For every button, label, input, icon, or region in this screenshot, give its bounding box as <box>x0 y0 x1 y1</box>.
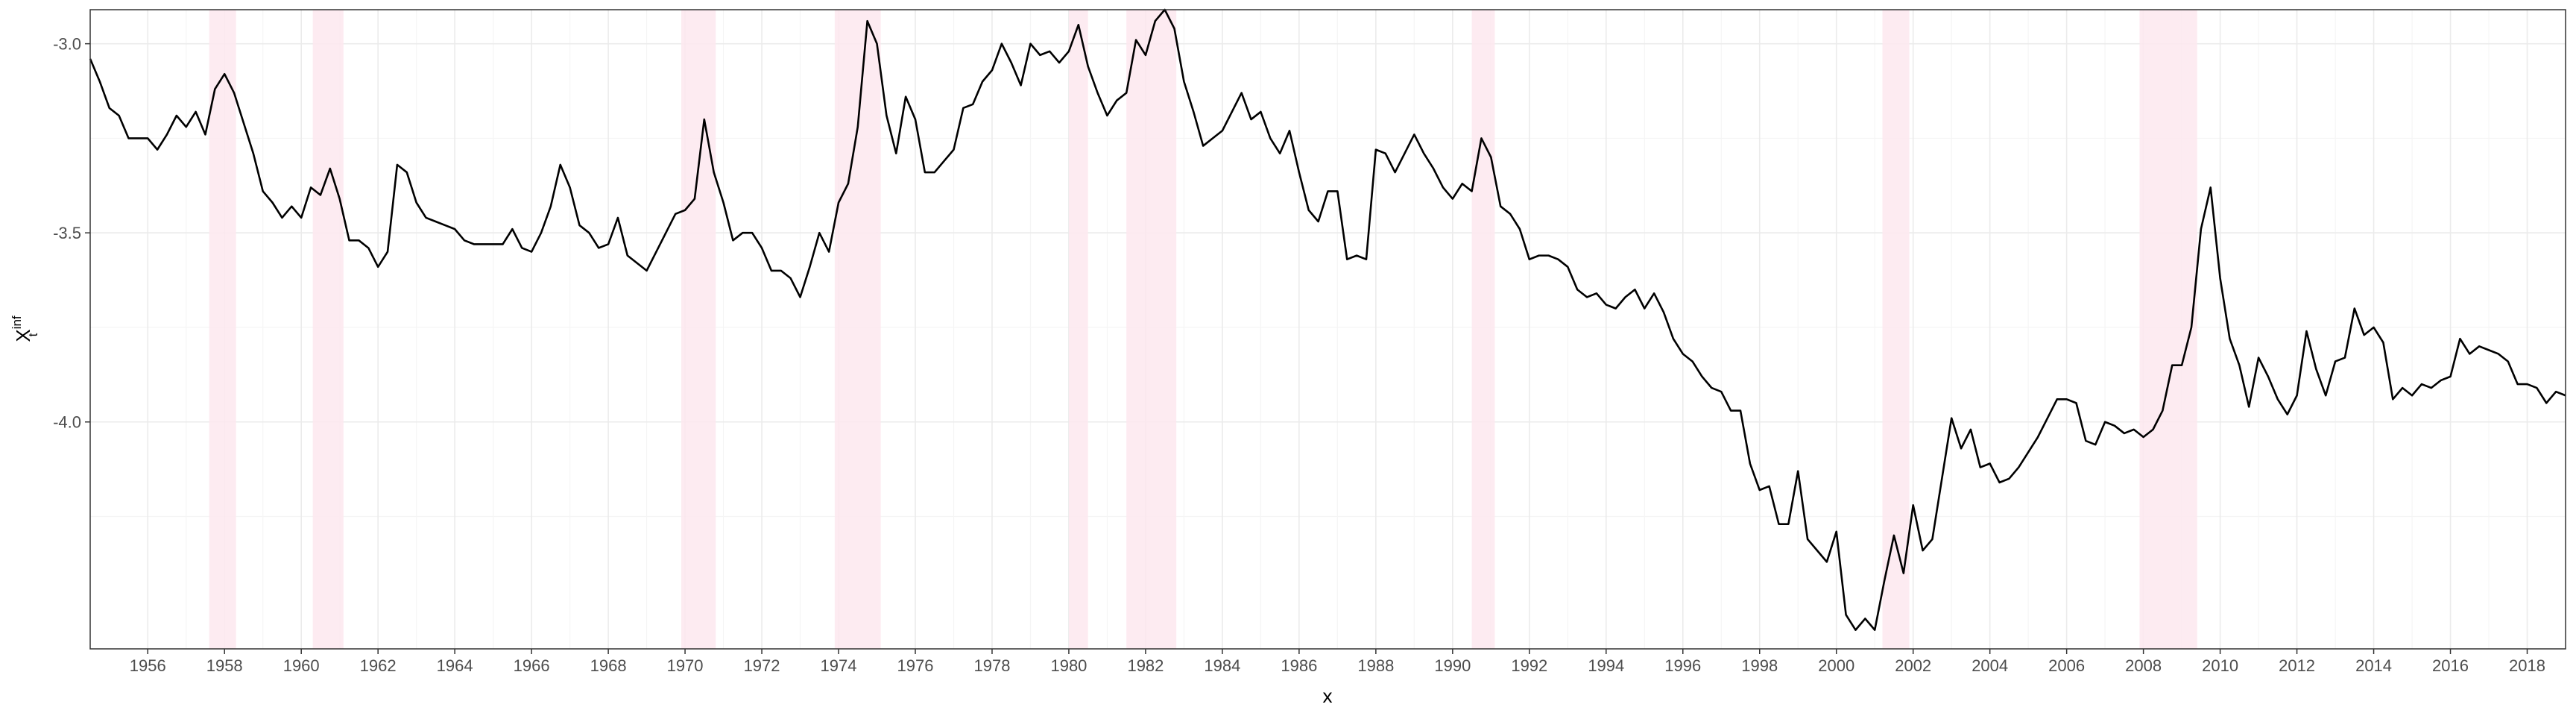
x-tick-label: 1972 <box>744 656 780 675</box>
x-tick-label: 1966 <box>514 656 550 675</box>
x-tick-label: 2004 <box>1972 656 2008 675</box>
x-tick-label: 2010 <box>2202 656 2238 675</box>
x-tick-label: 2000 <box>1818 656 1854 675</box>
x-axis: 1956 1958 1960 1962 1964 1966 1968 1970 1972 1974… <box>130 649 2545 675</box>
x-axis-title: x <box>1323 685 1333 707</box>
x-tick-label: 1994 <box>1588 656 1624 675</box>
x-tick-label: 1974 <box>821 656 857 675</box>
x-tick-label: 1964 <box>437 656 473 675</box>
x-tick-label: 1962 <box>360 656 397 675</box>
x-tick-label: 1968 <box>590 656 627 675</box>
y-tick-label: -3.5 <box>53 224 81 242</box>
x-tick-label: 2016 <box>2432 656 2469 675</box>
x-tick-label: 2008 <box>2125 656 2162 675</box>
x-tick-label: 1970 <box>667 656 704 675</box>
recession-band <box>1471 10 1495 649</box>
recession-band <box>2139 10 2197 649</box>
x-tick-label: 2012 <box>2279 656 2315 675</box>
x-tick-label: 1992 <box>1511 656 1547 675</box>
recession-band <box>312 10 344 649</box>
recession-bands <box>209 10 2197 649</box>
x-tick-label: 1982 <box>1127 656 1164 675</box>
recession-band <box>209 10 236 649</box>
x-tick-label: 2002 <box>1895 656 1931 675</box>
x-tick-label: 1976 <box>897 656 934 675</box>
recession-band <box>1882 10 1910 649</box>
x-tick-label: 1978 <box>974 656 1011 675</box>
y-tick-label: -3.0 <box>53 35 81 54</box>
plot-border <box>89 9 2566 650</box>
x-tick-label: 2018 <box>2509 656 2545 675</box>
x-tick-label: 1986 <box>1281 656 1317 675</box>
x-tick-label: 1988 <box>1357 656 1394 675</box>
y-axis: -3.0 -3.5 -4.0 <box>53 35 90 432</box>
recession-band <box>834 10 881 649</box>
x-tick-label: 1996 <box>1664 656 1701 675</box>
x-tick-label: 1998 <box>1741 656 1778 675</box>
x-tick-label: 1990 <box>1434 656 1471 675</box>
x-tick-label: 1984 <box>1204 656 1240 675</box>
svg-text:Xinft: Xinf t <box>10 315 40 342</box>
recession-band <box>1126 10 1177 649</box>
x-tick-label: 1958 <box>206 656 243 675</box>
y-axis-title-superscript: inf <box>10 315 24 329</box>
y-tick-label: -4.0 <box>53 413 81 432</box>
recession-band <box>1068 10 1088 649</box>
y-axis-title-main: X <box>12 329 34 342</box>
x-tick-label: 1960 <box>283 656 320 675</box>
x-tick-label: 2006 <box>2048 656 2085 675</box>
series-line <box>89 8 2566 631</box>
recession-band <box>681 10 716 649</box>
major-gridlines <box>90 10 2566 649</box>
y-axis-title-subscript: t <box>26 333 40 336</box>
x-tick-label: 2014 <box>2355 656 2392 675</box>
x-tick-label: 1980 <box>1050 656 1087 675</box>
y-axis-title: Xinf t <box>10 315 40 342</box>
x-tick-label: 1956 <box>130 656 166 675</box>
